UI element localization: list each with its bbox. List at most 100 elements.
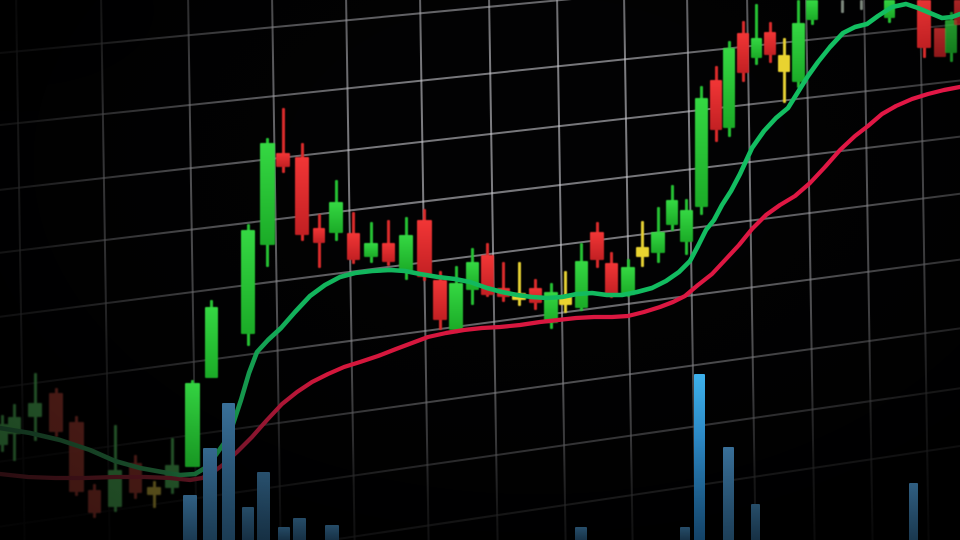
candle-wick [641,221,644,267]
candle-body [806,0,818,20]
volume-bar [183,495,197,540]
candle-wick [369,222,373,263]
candle-bearish [313,214,325,268]
candle-body [636,247,649,257]
candle-bullish [0,415,8,452]
candle-bearish [49,388,63,437]
candle-body [792,23,805,82]
candle-body [737,33,749,73]
ma-slow-red-line [0,84,960,483]
candle-body [680,210,693,242]
candle-bullish [205,300,218,378]
candle-doji [559,271,572,313]
candle-bullish [108,425,122,512]
candle-bearish [88,484,101,518]
candle-body [764,32,776,55]
candle-body [329,202,343,233]
volume-bar [723,447,734,540]
candle-body [575,261,588,308]
candle-body [147,487,161,495]
candle-bearish [764,22,776,63]
candle-bullish [241,224,255,346]
candle-wick [755,4,758,65]
candle-bullish [751,4,762,65]
candle-bearish [347,212,360,264]
candle-body [88,490,101,513]
volume-bar [222,403,235,540]
candle-body [666,200,678,225]
candle-body [185,383,200,467]
candle-bearish [710,66,722,142]
candle-body [651,232,665,253]
candle-body [0,424,8,445]
candle-bullish [575,243,588,311]
candle-bullish [621,259,635,297]
candle-bullish [399,217,413,280]
candle-body [449,283,463,330]
candle-wick [841,0,844,13]
candle-body [778,55,790,72]
candle-body [559,295,572,305]
candle-body [205,307,218,378]
volume-bar [293,518,306,540]
candle-body [605,263,618,295]
volume-bar [680,527,690,540]
candle-bullish [28,373,42,441]
candle-wick [860,0,863,10]
volume-bar [575,527,587,540]
candle-body [695,98,708,207]
candle-bearish [382,220,395,266]
candle-bearish [417,209,432,281]
candle-wick [113,425,117,512]
candle-bullish [695,86,708,215]
volume-bar [909,483,918,540]
candle-bullish [651,207,665,263]
candle-doji [778,38,790,103]
candle-bullish [329,180,343,241]
volume-bar [242,507,254,540]
candle-bearish [69,416,84,496]
candle-body [69,422,84,492]
candle-body [347,233,360,260]
candle-bullish [364,222,378,263]
volume-bar [751,504,760,540]
candle-bullish [666,185,678,231]
candle-wick [502,262,505,302]
candle-doji [636,221,649,267]
candle-bullish [723,41,735,137]
volume-bar [325,525,339,540]
candle-bullish [260,138,275,267]
candle-wick [281,108,285,173]
candle-wick [517,262,521,306]
candle-body [934,28,946,57]
candle-bullish [680,199,693,255]
volume-bar [257,472,270,540]
candle-body [313,228,325,243]
candle-bullish [792,0,805,88]
candle-body [382,243,395,262]
candle-body [276,153,290,167]
candle-wick [564,271,567,313]
candle-body [710,80,722,130]
candle-body [364,243,378,257]
candle-body [751,38,762,58]
candle-bullish [185,380,200,467]
candle-body [945,20,957,53]
candle-body [49,393,63,432]
candle-body [621,267,635,295]
candle-bearish [605,252,618,298]
volume-bar [278,527,290,540]
candle-bearish [276,108,290,173]
candle-body [590,232,604,260]
candle-bullish [806,0,818,25]
volume-bar [203,448,217,540]
candle-body [295,157,309,235]
candle-body [241,230,255,334]
candle-body [28,403,42,417]
candle-bullish [449,266,463,333]
candle-doji [147,481,161,508]
candle-body [417,220,432,277]
